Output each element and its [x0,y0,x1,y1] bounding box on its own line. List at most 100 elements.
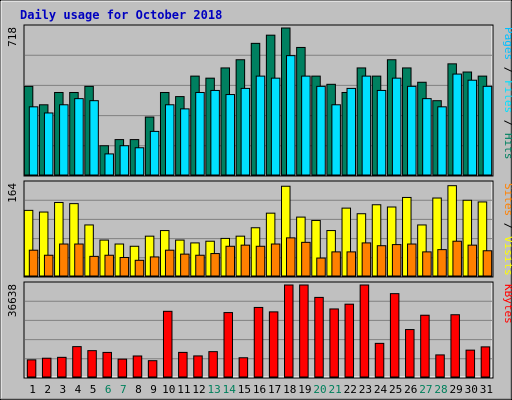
bar-visits-28 [432,197,442,277]
bar-sites-7 [119,256,130,277]
bar-sites-12 [195,254,205,277]
bar-sites-17 [270,243,281,277]
day-label-29: 29 [450,383,463,396]
bar-kbytes-30 [465,349,476,378]
bar-sites-19 [301,241,311,277]
day-label-26: 26 [404,383,417,396]
bar-kbytes-8 [132,355,143,378]
bar-kbytes-20 [314,296,324,378]
bar-files-10 [164,104,175,176]
day-label-4: 4 [75,383,82,396]
day-label-8: 8 [135,383,142,396]
bar-visits-29 [447,185,457,277]
bar-files-31 [482,85,493,176]
max-label: 718 [6,27,19,47]
day-label-14: 14 [223,383,237,396]
day-label-2: 2 [44,383,51,396]
bar-kbytes-16 [253,306,264,378]
bar-kbytes-5 [87,350,97,378]
day-label-17: 17 [268,383,281,396]
bar-sites-23 [361,242,372,277]
panel-legend: Pages / Files / Hits [502,27,512,160]
bar-sites-1 [28,249,39,277]
bar-sites-25 [391,244,402,277]
legend-entry: Pages [502,27,512,60]
bar-visits-4 [69,203,79,277]
day-label-3: 3 [60,383,67,396]
day-label-20: 20 [313,383,326,396]
bar-sites-16 [255,245,266,277]
bar-visits-3 [54,202,64,277]
day-label-5: 5 [90,383,97,396]
panel-legend: Sites / Visits [502,183,512,276]
bar-kbytes-13 [208,351,218,378]
day-label-16: 16 [253,383,266,396]
bar-files-9 [149,130,160,176]
bar-sites-20 [316,257,326,277]
bar-files-7 [119,145,130,176]
bar-kbytes-3 [57,356,67,378]
bar-kbytes-14 [223,312,233,378]
day-label-6: 6 [105,383,112,396]
day-label-12: 12 [192,383,205,396]
bar-files-6 [104,153,114,176]
bar-sites-13 [210,253,220,277]
day-label-30: 30 [465,383,478,396]
bar-kbytes-15 [238,357,249,378]
day-label-27: 27 [419,383,432,396]
bar-kbytes-29 [450,314,460,378]
bar-files-8 [134,147,145,176]
day-label-24: 24 [374,383,388,396]
bar-sites-8 [134,259,145,277]
bar-kbytes-17 [268,311,279,378]
bar-visits-1 [23,209,34,277]
bar-files-13 [210,89,220,176]
bar-kbytes-1 [26,359,37,378]
legend-entry: Hits [502,133,512,160]
bar-sites-18 [286,237,296,277]
bar-kbytes-10 [162,310,173,378]
legend-entry: Files [502,80,512,113]
bar-sites-24 [376,245,387,277]
bar-sites-5 [89,255,99,277]
bar-files-5 [89,100,99,176]
bar-visits-27 [417,224,427,277]
bar-files-1 [28,106,39,176]
bar-visits-30 [462,199,473,277]
day-label-18: 18 [283,383,296,396]
bar-files-11 [180,108,190,176]
bar-kbytes-12 [193,355,203,378]
legend-entry: / [502,60,512,80]
legend-entry: / [502,113,512,133]
bar-visits-20 [311,219,321,277]
bar-kbytes-4 [72,346,82,378]
bar-sites-2 [43,254,54,277]
day-label-22: 22 [344,383,357,396]
bar-kbytes-31 [480,346,491,378]
bar-files-14 [225,94,235,176]
bar-sites-21 [331,251,341,277]
bar-files-25 [391,77,402,176]
bar-files-29 [452,73,462,176]
bar-visits-26 [402,196,412,277]
bar-visits-2 [38,211,49,277]
bar-visits-9 [144,235,155,277]
bar-files-21 [331,104,341,176]
bar-kbytes-6 [102,351,112,378]
bar-kbytes-9 [147,360,158,378]
max-label: 164 [6,183,19,203]
bar-sites-9 [149,256,160,277]
bar-files-19 [301,75,311,176]
bar-kbytes-2 [41,357,52,378]
bar-kbytes-11 [178,351,188,378]
legend-entry: / [502,216,512,236]
bar-kbytes-19 [299,284,309,378]
chart-title: Daily usage for October 2018 [20,8,222,22]
bar-visits-24 [371,204,382,277]
bar-sites-11 [180,253,190,277]
panel-legend: KBytes [502,284,512,324]
bar-kbytes-24 [374,342,385,378]
bar-sites-28 [437,249,447,277]
bar-sites-10 [164,249,175,277]
day-label-1: 1 [29,383,36,396]
